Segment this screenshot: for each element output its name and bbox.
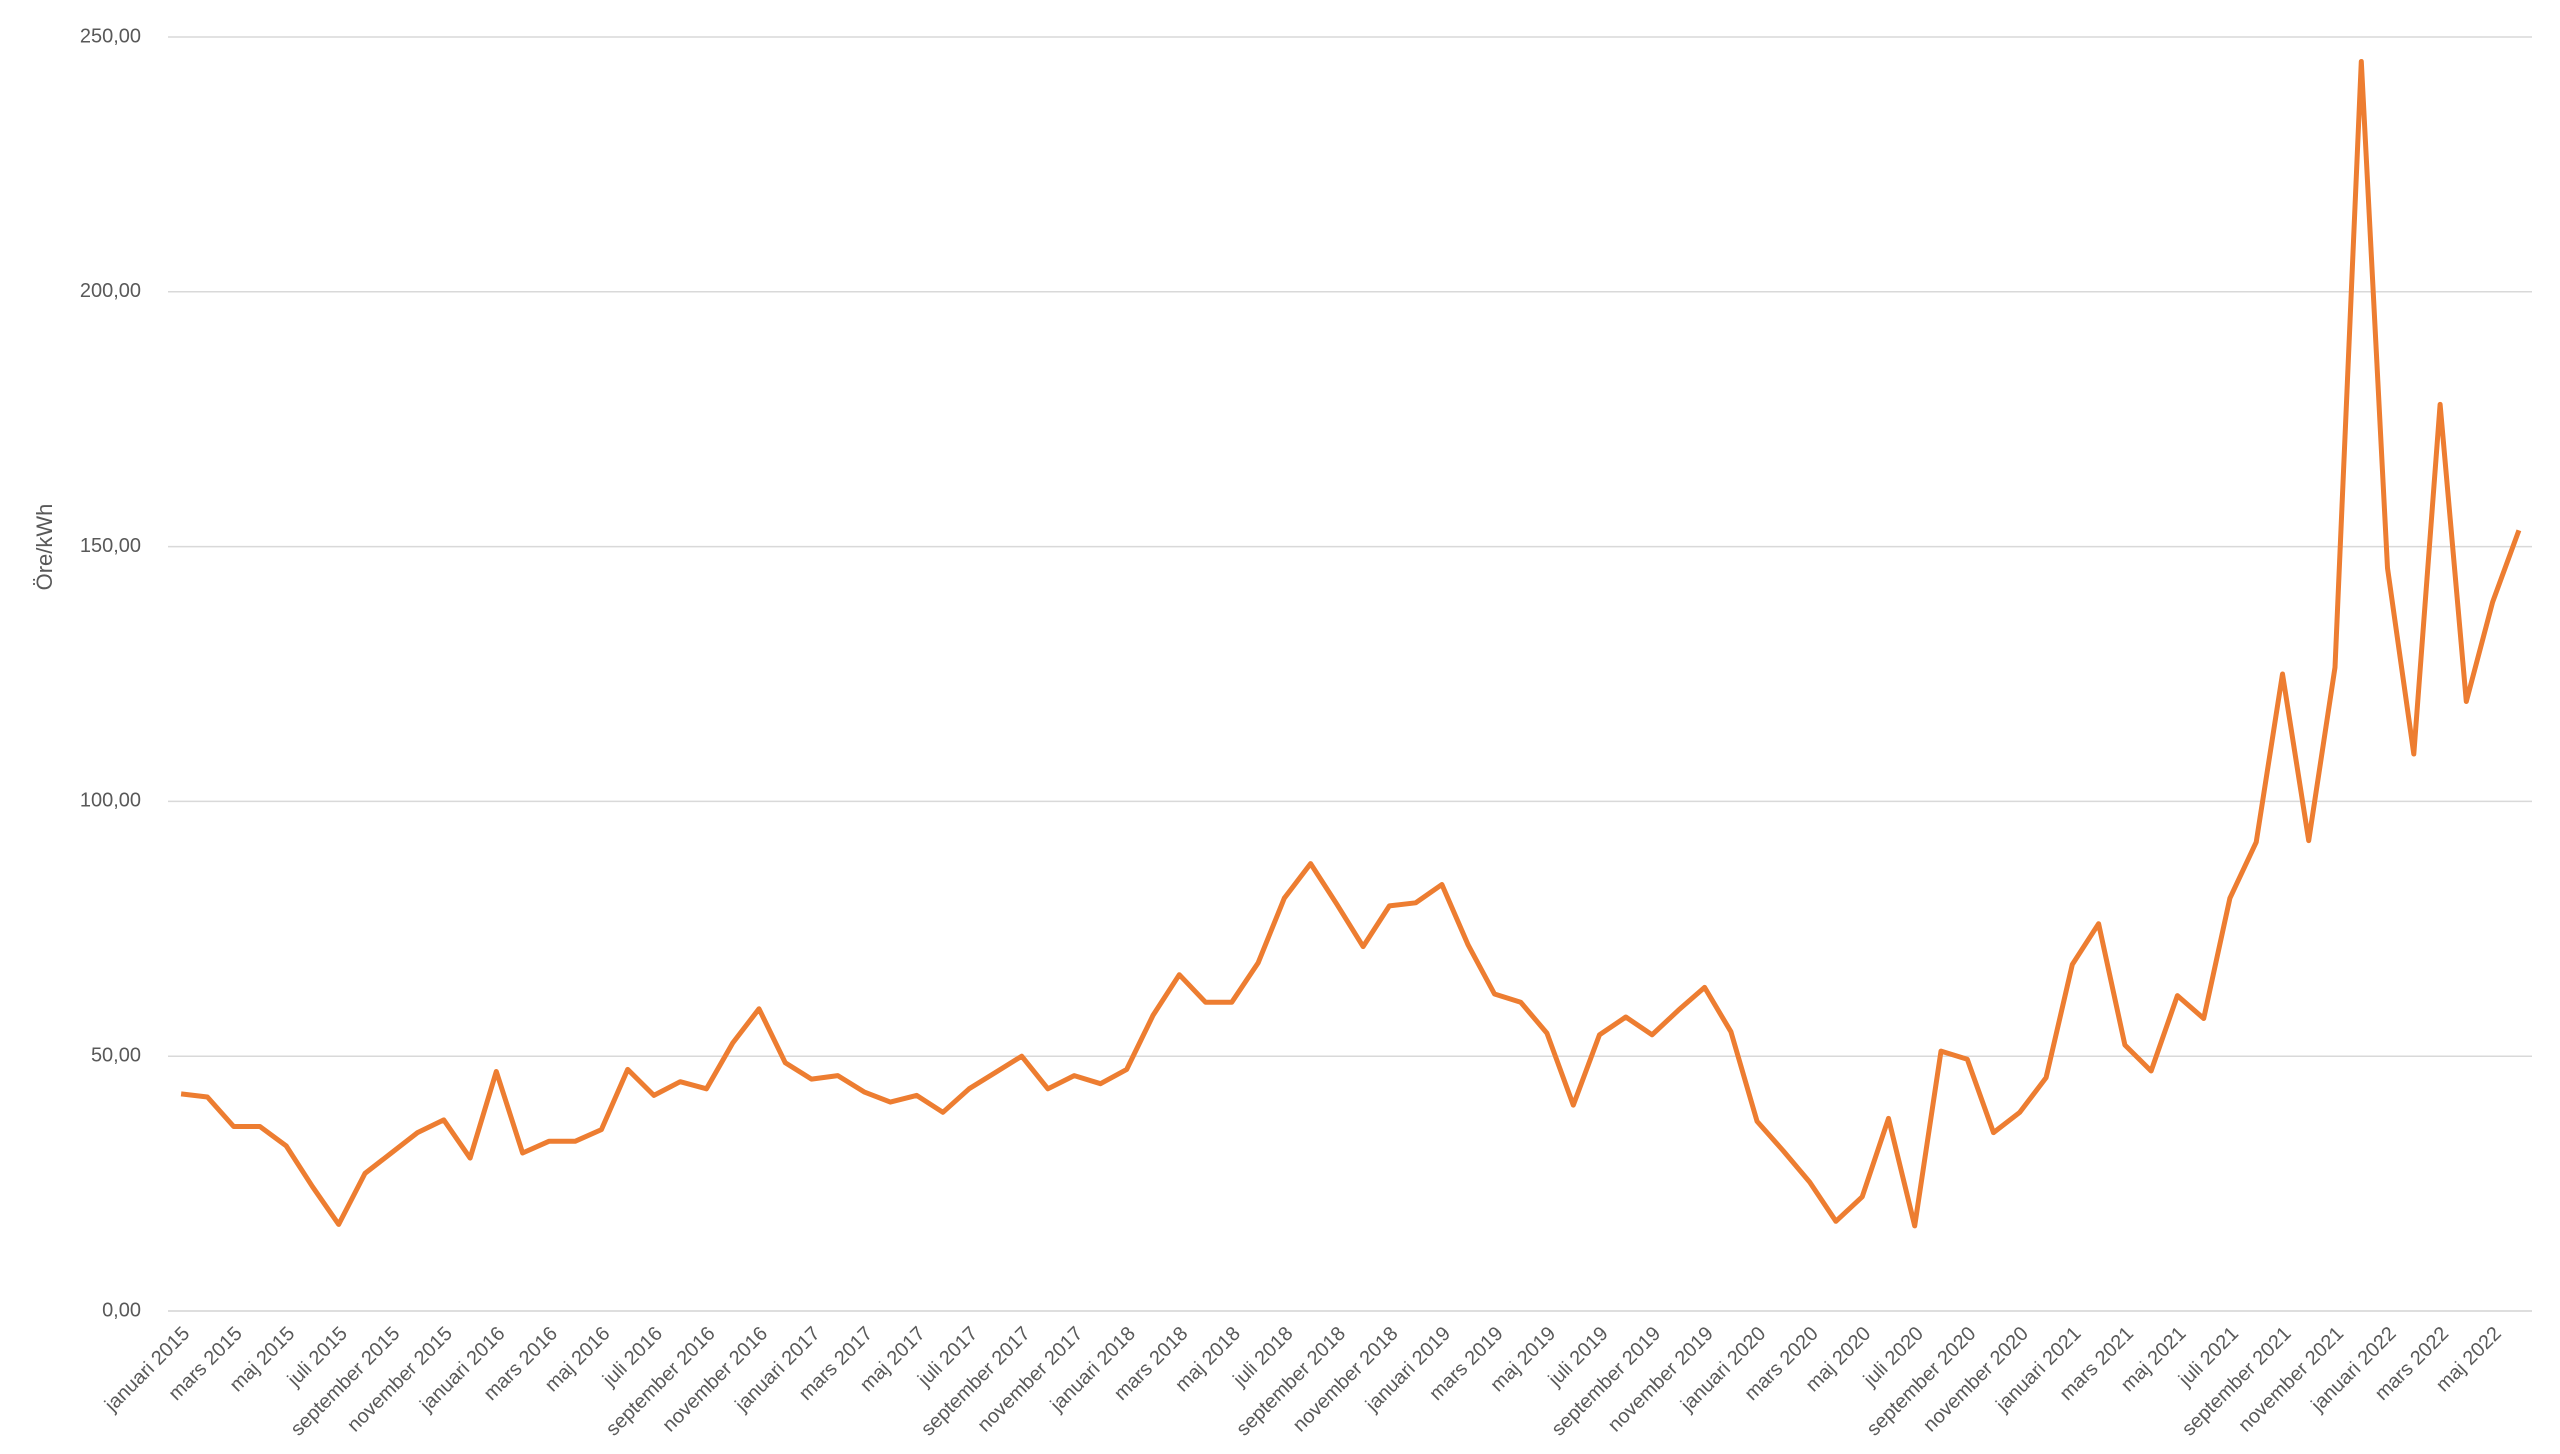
y-axis-title: Öre/kWh — [32, 504, 57, 591]
y-tick-label: 250,00 — [80, 25, 141, 47]
data-line — [180, 59, 2522, 1229]
y-tick-label: 0,00 — [102, 1299, 141, 1321]
y-tick-label: 100,00 — [80, 790, 141, 812]
y-tick-label: 150,00 — [80, 535, 141, 557]
y-tick-label: 200,00 — [80, 280, 141, 302]
y-tick-label: 50,00 — [91, 1044, 141, 1066]
